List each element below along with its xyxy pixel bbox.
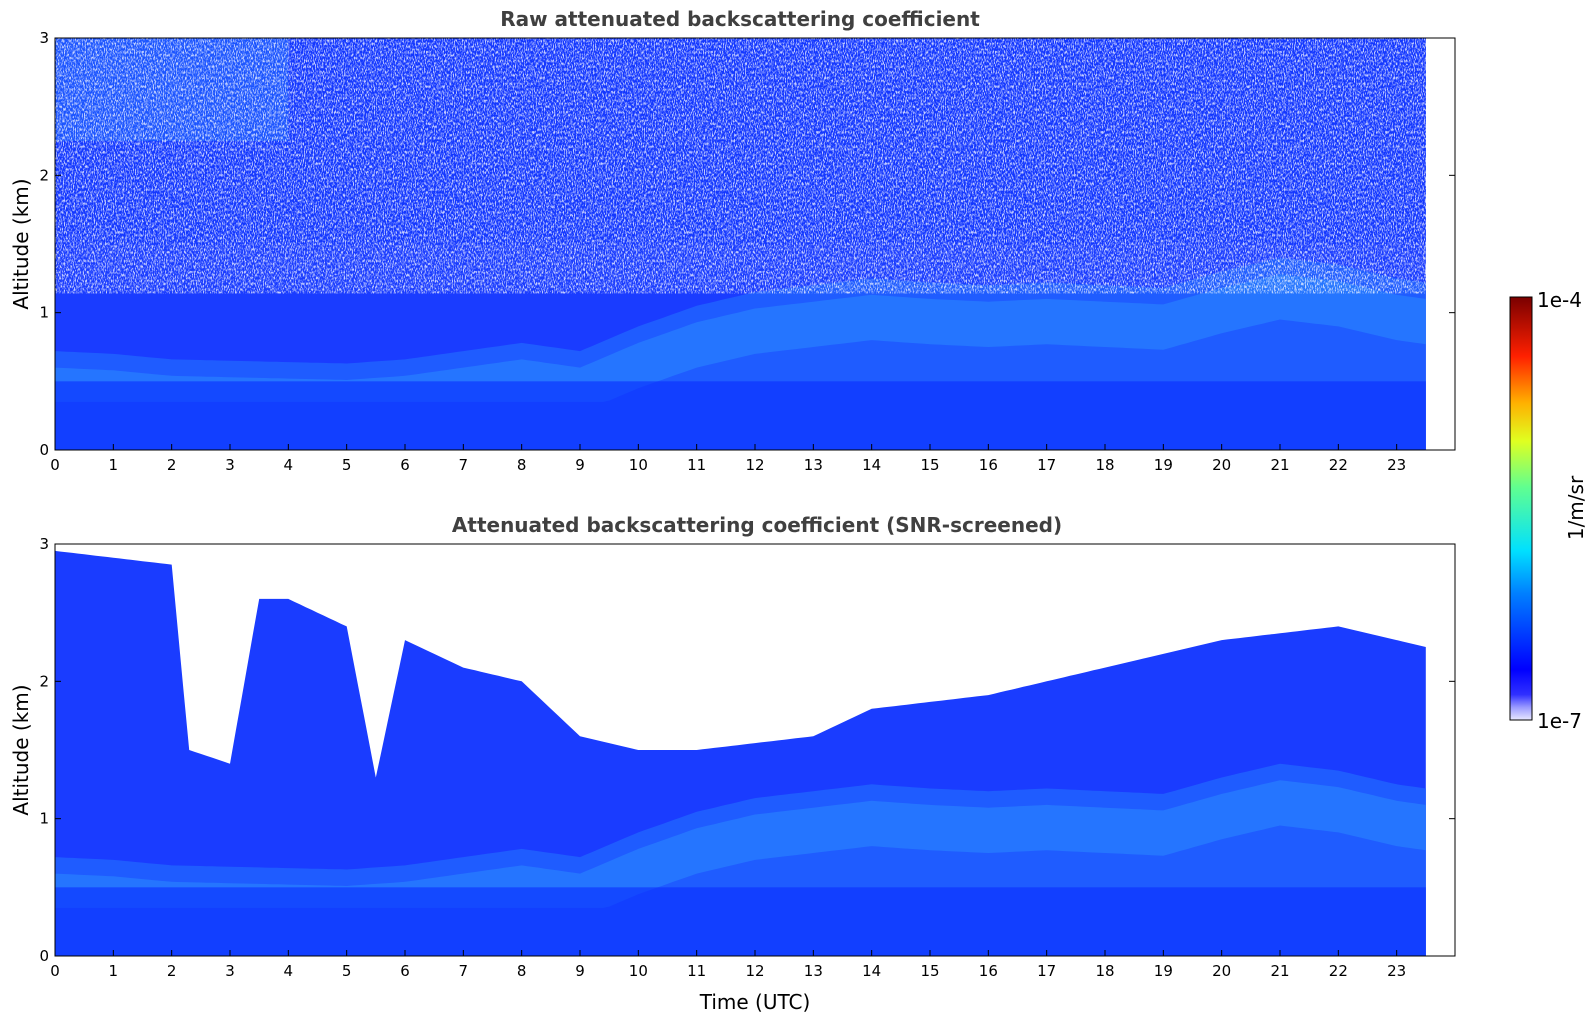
x-tick-label: 2 [167, 456, 177, 474]
surface-layer [55, 381, 1426, 450]
x-tick-label: 11 [687, 962, 706, 980]
x-tick-label: 6 [400, 962, 410, 980]
x-tick-label: 3 [225, 962, 235, 980]
x-tick-label: 14 [862, 456, 881, 474]
x-tick-label: 8 [517, 456, 527, 474]
x-tick-label: 22 [1329, 456, 1348, 474]
panel-raw-heatmap [55, 38, 1426, 450]
x-tick-label: 15 [920, 962, 939, 980]
x-tick-label: 5 [342, 456, 352, 474]
panel-screened: Attenuated backscattering coefficient (S… [9, 513, 1456, 1014]
panel-raw-y-ticks: 0 1 2 3 [39, 29, 1455, 459]
x-tick-label: 22 [1329, 962, 1348, 980]
x-tick-label: 19 [1154, 456, 1173, 474]
panel-screened-ylabel: Altitude (km) [9, 684, 33, 815]
x-tick-label: 6 [400, 456, 410, 474]
y-tick-label: 2 [39, 166, 49, 184]
y-tick-label: 0 [39, 441, 49, 459]
x-tick-label: 12 [745, 962, 764, 980]
x-tick-label: 12 [745, 456, 764, 474]
x-tick-label: 17 [1037, 456, 1056, 474]
x-tick-label: 23 [1387, 962, 1406, 980]
x-tick-label: 19 [1154, 962, 1173, 980]
x-tick-label: 10 [629, 962, 648, 980]
x-tick-label: 16 [979, 962, 998, 980]
panel-raw: Raw attenuated backscattering coefficien… [9, 7, 1456, 474]
aerosol-layer-band [55, 274, 1426, 402]
surface-layer [55, 887, 1426, 956]
x-tick-label: 5 [342, 962, 352, 980]
x-tick-label: 23 [1387, 456, 1406, 474]
panel-screened-xlabel: Time (UTC) [699, 990, 811, 1014]
x-tick-label: 15 [920, 456, 939, 474]
x-tick-label: 1 [109, 962, 119, 980]
x-tick-label: 20 [1212, 456, 1231, 474]
x-tick-label: 17 [1037, 962, 1056, 980]
x-tick-label: 1 [109, 456, 119, 474]
panel-raw-ylabel: Altitude (km) [9, 178, 33, 309]
x-tick-label: 20 [1212, 962, 1231, 980]
x-tick-label: 9 [575, 962, 585, 980]
x-tick-label: 14 [862, 962, 881, 980]
y-tick-label: 1 [39, 810, 49, 828]
panel-screened-y-ticks: 0 1 2 3 [39, 535, 1455, 965]
panel-raw-title: Raw attenuated backscattering coefficien… [500, 7, 980, 31]
x-tick-label: 16 [979, 456, 998, 474]
y-tick-label: 0 [39, 947, 49, 965]
panel-screened-title: Attenuated backscattering coefficient (S… [452, 513, 1062, 537]
x-tick-label: 13 [804, 962, 823, 980]
y-tick-label: 2 [39, 672, 49, 690]
noise-texture [55, 38, 1426, 294]
x-tick-label: 21 [1270, 962, 1289, 980]
x-tick-label: 4 [284, 456, 294, 474]
panel-screened-x-ticks: 0 1 2 3 4 5 6 7 8 9 10 11 12 13 14 15 16 17 18 19 20 21 22 23 [50, 950, 1406, 980]
panel-raw-x-ticks: 0 1 2 3 4 5 6 7 8 9 10 11 12 13 14 15 16 17 18 19 20 21 22 23 [50, 444, 1406, 474]
colorbar-unit-label: 1/m/sr [1564, 475, 1588, 540]
x-tick-label: 2 [167, 962, 177, 980]
y-tick-label: 3 [39, 535, 49, 553]
x-tick-label: 0 [50, 962, 60, 980]
x-tick-label: 8 [517, 962, 527, 980]
panel-screened-heatmap [55, 550, 1426, 956]
x-tick-label: 18 [1095, 962, 1114, 980]
colorbar: 1e-4 1e-7 1/m/sr [1509, 288, 1588, 733]
x-tick-label: 21 [1270, 456, 1289, 474]
colorbar-max-label: 1e-4 [1537, 288, 1582, 312]
colorbar-gradient [1509, 296, 1533, 721]
y-tick-label: 3 [39, 29, 49, 47]
x-tick-label: 9 [575, 456, 585, 474]
x-tick-label: 4 [284, 962, 294, 980]
x-tick-label: 13 [804, 456, 823, 474]
x-tick-label: 18 [1095, 456, 1114, 474]
colorbar-min-label: 1e-7 [1537, 709, 1582, 733]
x-tick-label: 7 [459, 962, 469, 980]
x-tick-label: 0 [50, 456, 60, 474]
x-tick-label: 3 [225, 456, 235, 474]
x-tick-label: 7 [459, 456, 469, 474]
y-tick-label: 1 [39, 304, 49, 322]
x-tick-label: 11 [687, 456, 706, 474]
x-tick-label: 10 [629, 456, 648, 474]
aerosol-layer-band [55, 780, 1426, 908]
